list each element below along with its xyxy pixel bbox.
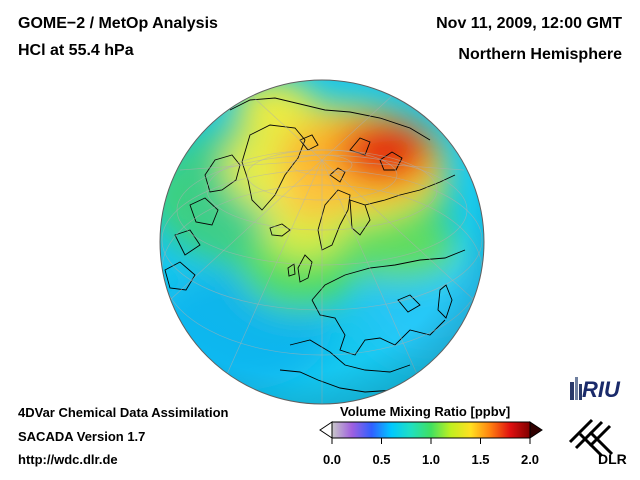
title-line-1: GOME−2 / MetOp Analysis — [18, 15, 218, 32]
colorbar-low-arrow — [319, 421, 333, 439]
title-line-2: HCl at 55.4 hPa — [18, 42, 134, 59]
colorbar-gradient — [331, 421, 531, 439]
colorbar-title: Volume Mixing Ratio [ppbv] — [340, 404, 511, 419]
colorbar-high-arrow — [529, 421, 543, 439]
colorbar-tick-label: 0.5 — [372, 452, 391, 467]
riu-logo: RIU — [570, 377, 621, 402]
footer-url[interactable]: http://wdc.dlr.de — [18, 452, 118, 467]
colorbar-tick-label: 1.0 — [421, 452, 441, 467]
colorbar — [319, 421, 543, 444]
colorbar-tick-label: 1.5 — [471, 452, 490, 467]
dlr-logo-text: DLR — [598, 451, 627, 467]
footer-line-2: SACADA Version 1.7 — [18, 429, 146, 444]
riu-logo-text: RIU — [582, 377, 621, 402]
date-label: Nov 11, 2009, 12:00 GMT — [436, 15, 622, 32]
globe-field — [160, 80, 484, 404]
colorbar-tick-label: 0.0 — [322, 452, 342, 467]
dlr-logo: DLR — [568, 418, 627, 467]
region-label: Northern Hemisphere — [458, 46, 622, 63]
footer-line-1: 4DVar Chemical Data Assimilation — [18, 405, 229, 420]
colorbar-tick-label: 2.0 — [520, 452, 540, 467]
